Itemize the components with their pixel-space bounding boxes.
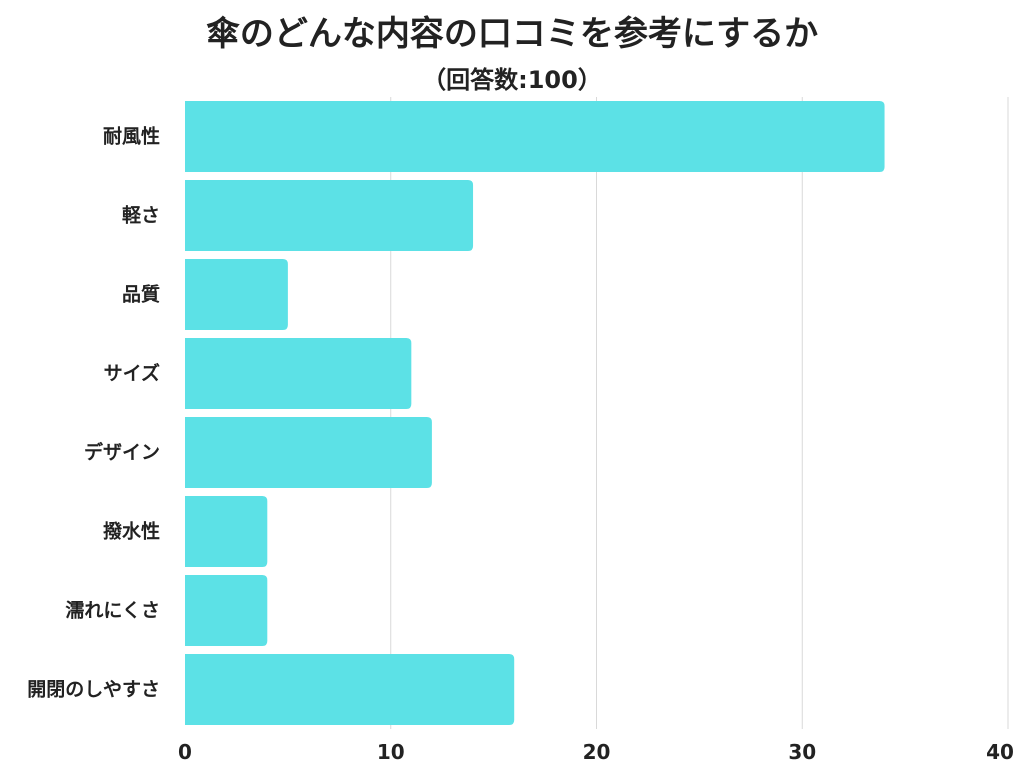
x-tick-labels: 0 10 20 30 40 bbox=[178, 740, 1014, 764]
x-tick-label: 10 bbox=[377, 740, 405, 764]
bars bbox=[185, 100, 885, 726]
bar bbox=[185, 574, 268, 647]
category-label: 耐風性 bbox=[103, 125, 160, 148]
bar bbox=[185, 337, 412, 410]
bar bbox=[185, 258, 288, 331]
category-label: 軽さ bbox=[122, 205, 160, 227]
category-label: デザイン bbox=[84, 441, 160, 464]
grid-lines bbox=[390, 97, 1009, 729]
bar bbox=[185, 653, 515, 726]
x-tick-label: 30 bbox=[788, 740, 816, 764]
bar bbox=[185, 179, 474, 252]
category-label: 開閉のしやすさ bbox=[27, 679, 160, 701]
x-tick-label: 0 bbox=[178, 740, 192, 764]
category-label: サイズ bbox=[104, 362, 160, 385]
chart-subtitle: （回答数:100） bbox=[422, 66, 602, 94]
category-label: 濡れにくさ bbox=[65, 600, 160, 622]
x-tick-label: 20 bbox=[583, 740, 611, 764]
chart-title: 傘のどんな内容の口コミを参考にするか bbox=[205, 14, 819, 54]
category-label: 撥水性 bbox=[103, 520, 160, 543]
bar bbox=[185, 100, 885, 173]
bar bbox=[185, 416, 432, 489]
x-tick-label: 40 bbox=[986, 740, 1014, 764]
bar bbox=[185, 495, 268, 568]
category-label: 品質 bbox=[122, 283, 160, 306]
